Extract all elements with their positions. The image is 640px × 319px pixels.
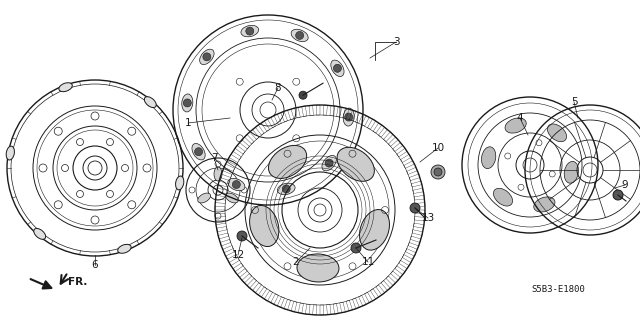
Circle shape [246,27,254,35]
Circle shape [237,231,247,241]
Ellipse shape [6,146,15,160]
Text: 4: 4 [516,113,524,123]
Text: S5B3-E1800: S5B3-E1800 [531,286,585,294]
Circle shape [282,185,290,193]
Ellipse shape [291,29,308,41]
Ellipse shape [214,167,222,181]
Circle shape [410,203,420,213]
Text: 7: 7 [211,153,218,163]
Ellipse shape [277,183,295,195]
Circle shape [296,32,303,40]
Ellipse shape [343,108,354,126]
Circle shape [333,64,341,72]
Ellipse shape [268,145,307,178]
Ellipse shape [200,49,214,64]
Circle shape [345,113,353,121]
Circle shape [183,99,191,107]
Circle shape [203,53,211,61]
Ellipse shape [241,25,259,37]
Ellipse shape [297,254,339,282]
Circle shape [195,148,203,156]
Ellipse shape [493,188,513,206]
Circle shape [431,165,445,179]
Text: 11: 11 [362,257,374,267]
Ellipse shape [34,228,45,239]
Text: 1: 1 [185,118,191,128]
Ellipse shape [331,60,344,77]
Text: 8: 8 [275,83,282,93]
Circle shape [434,168,442,176]
Ellipse shape [534,197,555,212]
Ellipse shape [118,244,131,253]
Text: 5: 5 [571,97,577,107]
Ellipse shape [481,147,496,169]
Ellipse shape [322,155,337,171]
Text: FR.: FR. [68,277,88,287]
Ellipse shape [225,193,238,203]
Text: 12: 12 [232,250,244,260]
Ellipse shape [505,118,526,133]
Circle shape [299,91,307,99]
Ellipse shape [547,124,566,142]
Ellipse shape [198,193,211,203]
Ellipse shape [564,161,579,183]
Text: 6: 6 [92,260,99,270]
Ellipse shape [360,210,390,250]
Text: 9: 9 [621,180,628,190]
Circle shape [613,190,623,200]
Text: 13: 13 [421,213,435,223]
Text: 10: 10 [431,143,445,153]
Circle shape [351,243,361,253]
Ellipse shape [228,178,245,191]
Ellipse shape [175,176,184,190]
Circle shape [232,181,241,189]
Ellipse shape [182,94,193,112]
Ellipse shape [145,97,156,108]
Ellipse shape [337,147,374,181]
Ellipse shape [59,83,72,92]
Text: 3: 3 [393,37,399,47]
Ellipse shape [250,205,279,247]
Text: 2: 2 [292,257,300,267]
Circle shape [325,159,333,167]
Ellipse shape [192,144,205,160]
